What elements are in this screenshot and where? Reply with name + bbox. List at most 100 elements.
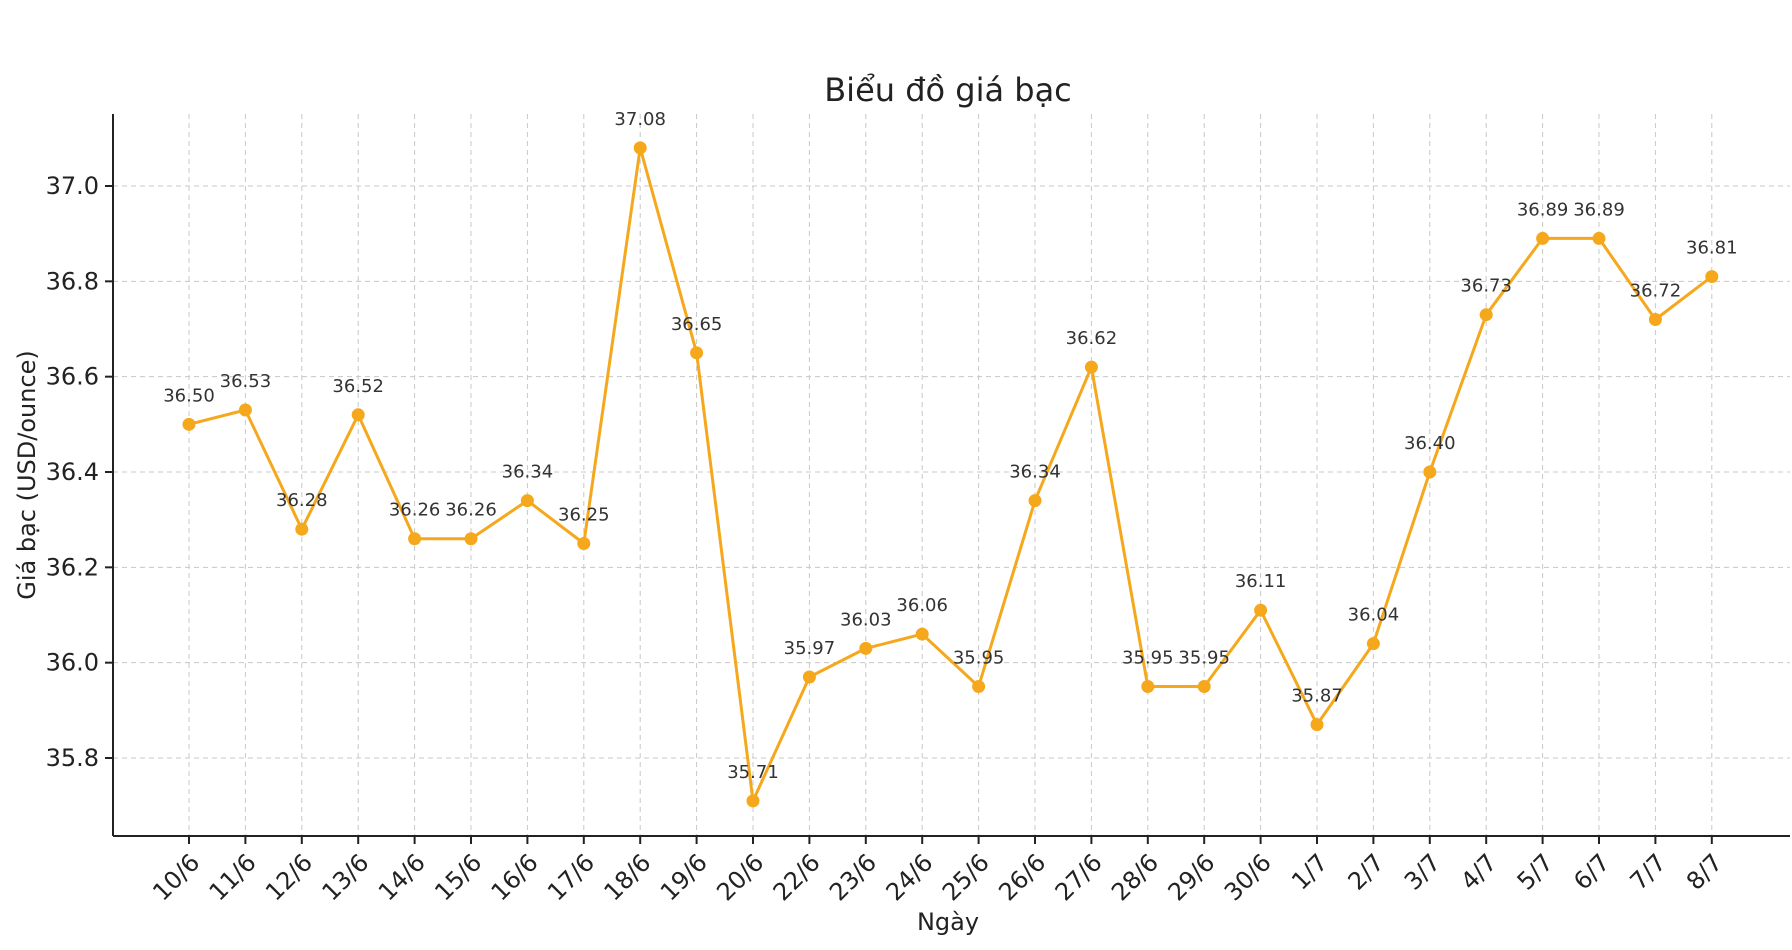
x-tick-labels: 10/611/612/613/614/615/616/617/618/619/6… (147, 836, 1728, 906)
x-tick-label: 30/6 (1219, 848, 1277, 906)
data-label: 36.28 (276, 490, 328, 511)
data-label: 36.34 (502, 462, 554, 483)
data-point (238, 403, 252, 417)
x-tick-label: 5/7 (1512, 848, 1559, 895)
y-tick-label: 36.2 (46, 553, 99, 581)
data-label: 36.03 (840, 609, 892, 630)
data-point (802, 670, 816, 684)
y-tick-labels: 35.8 36.0 36.2 36.4 36.6 36.8 37.0 (46, 172, 113, 772)
x-tick-label: 16/6 (486, 848, 544, 906)
data-point (1084, 360, 1098, 374)
x-tick-label: 29/6 (1163, 848, 1221, 906)
x-tick-label: 23/6 (824, 848, 882, 906)
data-point (1479, 308, 1493, 322)
data-label: 36.26 (389, 500, 441, 521)
y-tick-label: 35.8 (46, 744, 99, 772)
data-label: 35.97 (784, 638, 836, 659)
data-point (1536, 231, 1550, 245)
data-label: 35.71 (727, 762, 779, 783)
data-label: 36.53 (220, 371, 272, 392)
x-tick-label: 13/6 (317, 848, 375, 906)
x-tick-label: 27/6 (1050, 848, 1108, 906)
x-tick-label: 24/6 (881, 848, 939, 906)
data-point (1366, 637, 1380, 651)
data-label: 36.65 (671, 314, 723, 335)
data-point (915, 627, 929, 641)
x-tick-label: 22/6 (768, 848, 826, 906)
x-tick-label: 7/7 (1625, 848, 1672, 895)
data-point (972, 680, 986, 693)
data-label: 35.87 (1291, 686, 1343, 707)
x-tick-label: 6/7 (1568, 848, 1615, 895)
x-tick-label: 20/6 (711, 848, 769, 906)
data-label: 36.26 (445, 500, 497, 521)
grid (113, 114, 1790, 836)
x-tick-label: 26/6 (993, 848, 1051, 906)
data-point (295, 522, 309, 536)
data-point (408, 532, 422, 546)
data-label: 36.06 (896, 595, 948, 616)
data-label: 36.50 (163, 385, 215, 406)
x-tick-label: 8/7 (1681, 848, 1728, 895)
data-point (1310, 718, 1324, 732)
data-point (633, 141, 647, 155)
data-point (464, 532, 478, 546)
data-label: 36.73 (1460, 276, 1512, 297)
data-point (182, 417, 196, 431)
data-label: 36.62 (1066, 328, 1118, 349)
x-tick-label: 14/6 (373, 848, 431, 906)
x-tick-label: 18/6 (599, 848, 657, 906)
x-tick-label: 1/7 (1286, 848, 1333, 895)
x-tick-label: 4/7 (1455, 848, 1502, 895)
x-tick-label: 2/7 (1343, 848, 1390, 895)
data-label: 36.89 (1517, 199, 1569, 220)
data-point (1705, 270, 1719, 284)
data-label: 35.95 (1122, 648, 1174, 669)
data-points (182, 141, 1719, 808)
data-point (1197, 680, 1211, 693)
data-point (1592, 231, 1606, 245)
data-label: 36.25 (558, 505, 610, 526)
data-point (1254, 603, 1268, 617)
data-label: 36.04 (1348, 605, 1400, 626)
data-point (351, 408, 365, 422)
y-tick-label: 36.0 (46, 649, 99, 677)
data-label: 37.08 (614, 109, 666, 130)
x-axis-label: Ngày (917, 908, 979, 936)
data-label: 35.95 (1178, 648, 1230, 669)
data-point (1423, 465, 1437, 479)
x-tick-label: 10/6 (147, 848, 205, 906)
x-tick-label: 17/6 (542, 848, 600, 906)
data-label: 36.34 (1009, 462, 1061, 483)
axes (112, 114, 1790, 837)
data-label: 36.89 (1573, 199, 1625, 220)
y-tick-label: 36.6 (46, 363, 99, 391)
x-tick-label: 3/7 (1399, 848, 1446, 895)
data-point (690, 346, 704, 360)
data-label: 36.11 (1235, 571, 1287, 592)
x-tick-label: 25/6 (937, 848, 995, 906)
x-tick-label: 12/6 (260, 848, 318, 906)
data-point (520, 494, 534, 508)
data-label: 36.52 (332, 376, 384, 397)
y-tick-label: 36.8 (46, 267, 99, 295)
data-point (859, 641, 873, 655)
data-point (746, 794, 760, 808)
data-point (1028, 494, 1042, 508)
data-label: 36.81 (1686, 238, 1738, 259)
data-label: 36.40 (1404, 433, 1456, 454)
series-line (188, 146, 1713, 803)
data-label: 36.72 (1630, 280, 1682, 301)
x-tick-label: 11/6 (204, 848, 262, 906)
data-point (1648, 312, 1662, 326)
data-point (1141, 680, 1155, 693)
chart-title: Biểu đồ giá bạc (824, 71, 1072, 109)
x-tick-label: 15/6 (429, 848, 487, 906)
data-point (577, 537, 591, 550)
y-tick-label: 37.0 (46, 172, 99, 200)
y-axis-label: Giá bạc (USD/ounce) (13, 350, 41, 600)
x-tick-label: 19/6 (655, 848, 713, 906)
y-tick-label: 36.4 (46, 458, 99, 486)
